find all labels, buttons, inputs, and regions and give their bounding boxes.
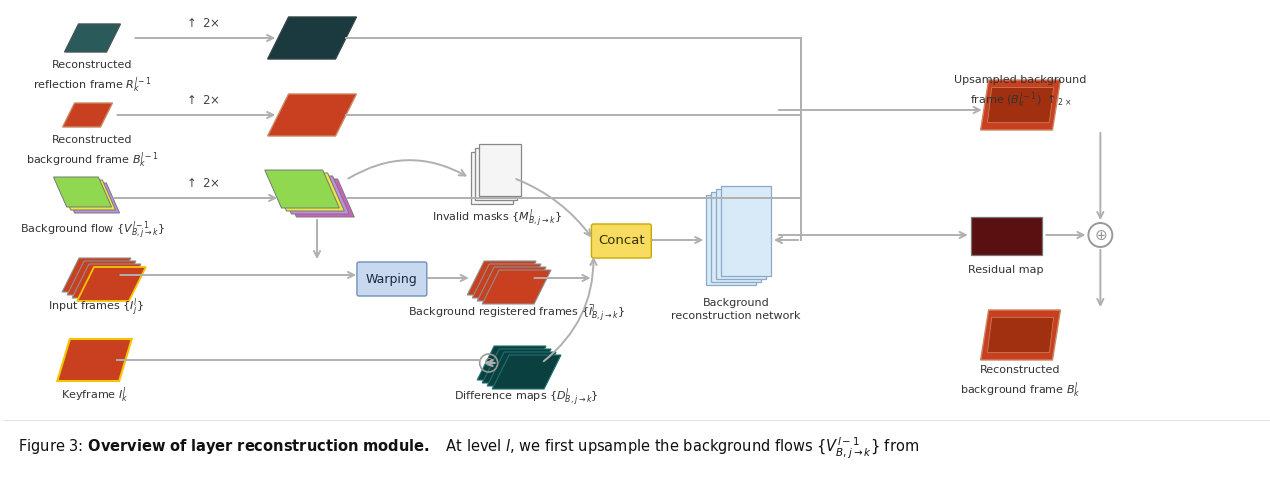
Polygon shape xyxy=(268,94,357,136)
Polygon shape xyxy=(268,17,357,59)
Text: $\uparrow$ 2×: $\uparrow$ 2× xyxy=(184,94,220,107)
Polygon shape xyxy=(472,264,541,298)
Polygon shape xyxy=(279,179,354,217)
Polygon shape xyxy=(72,264,141,298)
Polygon shape xyxy=(483,270,551,304)
Polygon shape xyxy=(62,103,113,127)
Polygon shape xyxy=(65,24,121,52)
Polygon shape xyxy=(988,318,1054,352)
Polygon shape xyxy=(467,261,536,295)
FancyBboxPatch shape xyxy=(592,224,652,258)
Bar xyxy=(475,148,517,200)
Bar xyxy=(716,189,766,279)
Bar xyxy=(479,144,521,196)
Text: Reconstructed
reflection frame $R_k^{l-1}$: Reconstructed reflection frame $R_k^{l-1… xyxy=(33,60,152,95)
Text: $\uparrow$ 2×: $\uparrow$ 2× xyxy=(184,17,220,30)
Polygon shape xyxy=(493,355,561,389)
Text: Background flow $\{V_{B,j\rightarrow k}^{l-1}\}$: Background flow $\{V_{B,j\rightarrow k}^… xyxy=(20,220,165,242)
Text: Figure 3: $\mathbf{Overview\ of\ layer\ reconstruction\ module.}$   At level $l$: Figure 3: $\mathbf{Overview\ of\ layer\ … xyxy=(18,435,918,460)
Polygon shape xyxy=(483,349,551,383)
Text: Input frames $\{I_j^l\}$: Input frames $\{I_j^l\}$ xyxy=(48,297,145,319)
Text: Difference maps $\{D_{B,j\rightarrow k}^l\}$: Difference maps $\{D_{B,j\rightarrow k}^… xyxy=(455,387,599,409)
Polygon shape xyxy=(988,88,1054,122)
Text: Concat: Concat xyxy=(598,235,645,247)
Text: Invalid masks $\{M_{B,j\rightarrow k}^l\}$: Invalid masks $\{M_{B,j\rightarrow k}^l\… xyxy=(432,208,561,230)
FancyBboxPatch shape xyxy=(357,262,427,296)
Text: Upsampled background
frame $(B_k^{l-1})$ $\uparrow_{2\times}$: Upsampled background frame $(B_k^{l-1})$… xyxy=(954,75,1087,110)
Polygon shape xyxy=(264,170,339,208)
Text: $\ominus$: $\ominus$ xyxy=(483,357,494,370)
Polygon shape xyxy=(274,176,349,214)
Bar xyxy=(721,186,771,276)
Text: $\uparrow$ 2×: $\uparrow$ 2× xyxy=(184,177,220,190)
Bar xyxy=(471,152,513,204)
Text: Residual map: Residual map xyxy=(968,265,1044,275)
Polygon shape xyxy=(61,183,119,213)
Polygon shape xyxy=(980,310,1060,360)
Text: Reconstructed
background frame $B_k^l$: Reconstructed background frame $B_k^l$ xyxy=(960,365,1081,400)
Polygon shape xyxy=(67,261,136,295)
Text: Keyframe $I_k^l$: Keyframe $I_k^l$ xyxy=(61,385,128,404)
Bar xyxy=(970,217,1043,255)
Polygon shape xyxy=(488,352,556,386)
Polygon shape xyxy=(77,267,146,301)
Polygon shape xyxy=(478,267,546,301)
Text: Background registered frames $\{\bar{I}_{B,j\rightarrow k}^l\}$: Background registered frames $\{\bar{I}_… xyxy=(408,302,625,324)
Polygon shape xyxy=(53,177,112,207)
Text: Warping: Warping xyxy=(366,272,418,285)
Polygon shape xyxy=(62,258,131,292)
Polygon shape xyxy=(980,80,1060,130)
Polygon shape xyxy=(478,346,546,380)
Bar xyxy=(711,192,761,282)
Bar xyxy=(706,195,756,285)
Polygon shape xyxy=(57,180,116,210)
Text: Reconstructed
background frame $B_k^{l-1}$: Reconstructed background frame $B_k^{l-1… xyxy=(27,135,159,170)
Polygon shape xyxy=(269,173,344,211)
Text: Background
reconstruction network: Background reconstruction network xyxy=(672,298,801,321)
Text: $\oplus$: $\oplus$ xyxy=(1093,228,1107,242)
Polygon shape xyxy=(57,339,132,381)
